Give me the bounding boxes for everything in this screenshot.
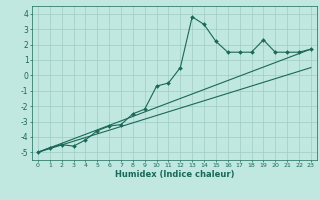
X-axis label: Humidex (Indice chaleur): Humidex (Indice chaleur) [115,170,234,179]
